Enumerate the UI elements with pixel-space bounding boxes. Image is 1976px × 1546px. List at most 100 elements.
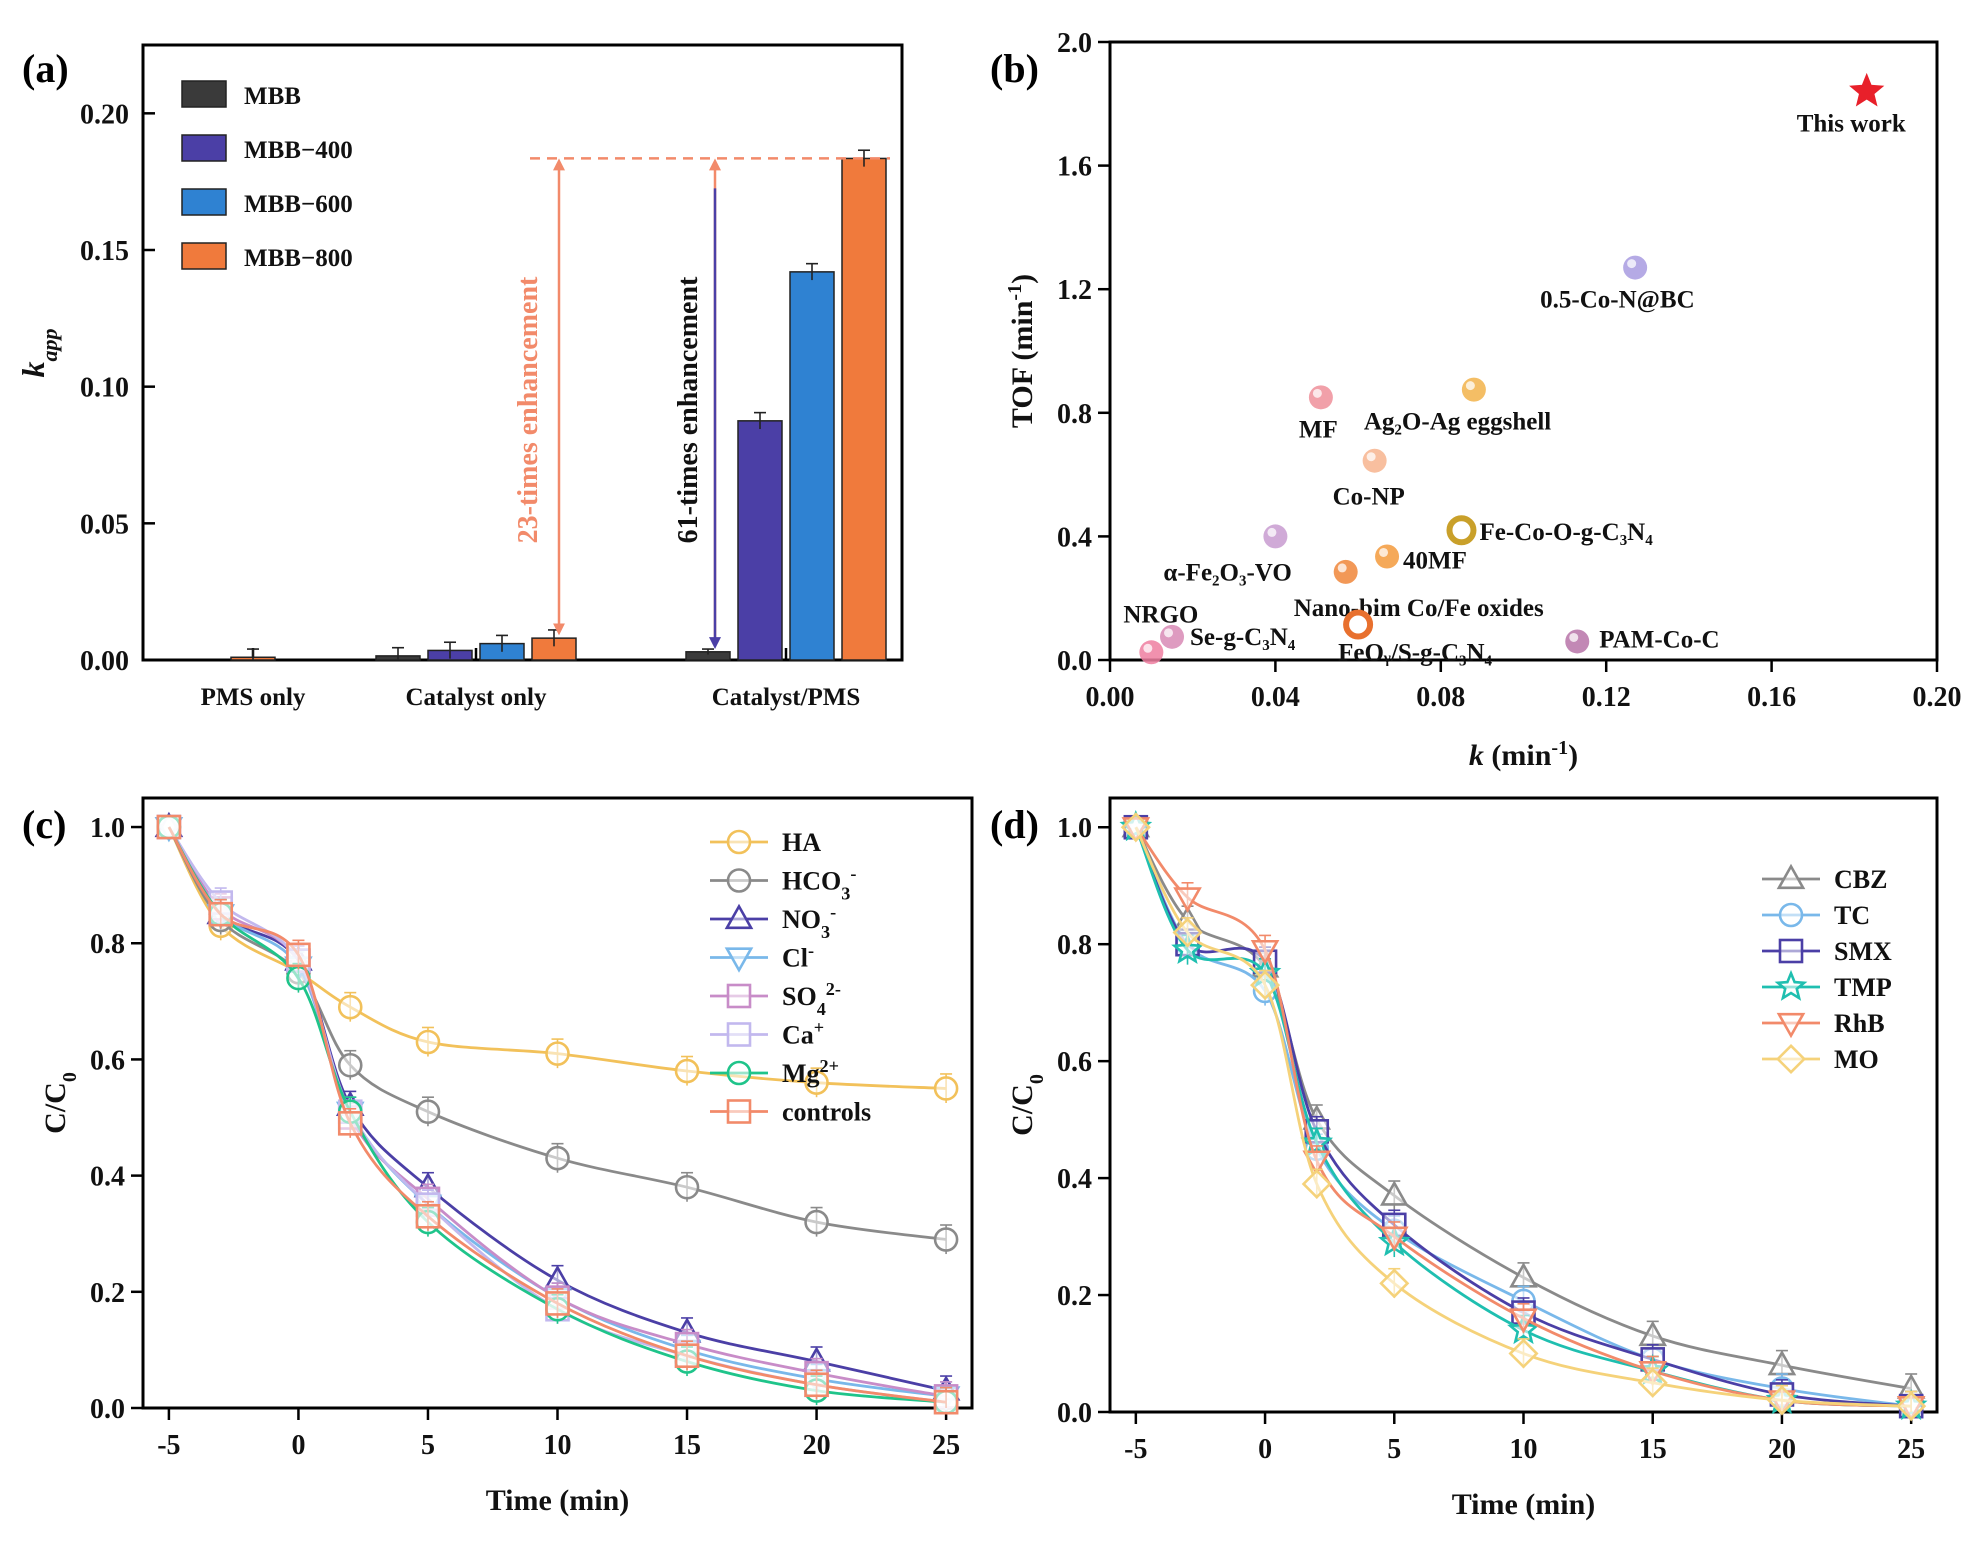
legend-label: TC <box>1834 901 1870 930</box>
data-point <box>1896 1391 1927 1422</box>
legend-label: TMP <box>1834 973 1892 1002</box>
legend-swatch <box>181 134 227 162</box>
bar <box>789 271 835 661</box>
y-tick-label: 0.4 <box>90 1162 125 1193</box>
y-tick-label: 0.8 <box>1057 399 1092 430</box>
x-axis-label: Time (min) <box>486 1484 630 1517</box>
x-tick-label: 5 <box>421 1430 435 1461</box>
scatter-point-highlight <box>1337 563 1347 573</box>
data-point <box>1379 1180 1409 1206</box>
annotation-23-times: 23-times enhancement <box>513 276 544 543</box>
data-point <box>1637 1367 1668 1398</box>
panel-letter-b: (b) <box>990 46 1039 91</box>
data-point <box>1509 1262 1538 1288</box>
point-label: 40MF <box>1403 547 1467 574</box>
y-tick-label: 0.6 <box>1057 1047 1092 1078</box>
scatter-point <box>1375 544 1400 569</box>
panel-b-plot-frame <box>1108 40 1939 662</box>
y-tick-label: 1.0 <box>90 813 125 844</box>
data-point <box>1508 1338 1539 1369</box>
x-tick-label: 25 <box>932 1430 960 1461</box>
annotation-61-times: 61-times enhancement <box>673 276 704 543</box>
y-axis-label: kapp <box>15 329 62 378</box>
x-tick-label: 0.20 <box>1913 682 1962 713</box>
scatter-point <box>1333 559 1358 584</box>
point-label: Co-NP <box>1333 484 1405 511</box>
scatter-point <box>1160 624 1185 649</box>
scatter-point-highlight <box>1267 527 1277 537</box>
x-tick-label: 0 <box>291 1430 305 1461</box>
x-axis-label: k (min-1) <box>1469 737 1578 772</box>
data-point <box>674 1174 700 1200</box>
y-tick-label: 0.15 <box>80 236 129 267</box>
scatter-point <box>1362 448 1387 473</box>
data-point <box>1250 939 1280 966</box>
panel-letter-c: (c) <box>22 802 66 847</box>
x-tick-label: 25 <box>1897 1434 1925 1465</box>
legend-marker <box>724 947 754 973</box>
scatter-point <box>1446 515 1477 546</box>
data-point <box>1509 1308 1538 1334</box>
legend-label: SO42- <box>782 979 841 1019</box>
legend-marker <box>726 868 752 893</box>
point-label: Se-g-C₃N₄ <box>1190 624 1296 651</box>
y-axis-label: C/C0 <box>39 1072 81 1134</box>
data-point <box>1171 932 1204 965</box>
scatter-point-highlight <box>1312 388 1322 398</box>
legend-marker <box>1775 1043 1807 1075</box>
data-point <box>1301 1168 1332 1199</box>
scatter-point-highlight <box>1465 381 1475 391</box>
y-axis-label: C/C0 <box>1006 1074 1048 1136</box>
data-point <box>1250 970 1281 1001</box>
data-point <box>286 942 311 968</box>
x-tick-label: -5 <box>157 1430 180 1461</box>
data-point <box>1302 1150 1332 1176</box>
y-tick-label: 0.8 <box>90 929 125 960</box>
legend-label: MBB <box>244 83 301 110</box>
legend-marker <box>1778 938 1804 964</box>
y-tick-label: 0.20 <box>80 99 129 130</box>
y-tick-label: 1.2 <box>1057 275 1092 306</box>
data-point <box>1766 1385 1797 1416</box>
x-tick-label: 20 <box>803 1430 831 1461</box>
legend-marker <box>724 903 754 930</box>
legend-label: RhB <box>1834 1009 1885 1038</box>
panel-letter-a: (a) <box>22 46 69 91</box>
legend-label: controls <box>782 1098 871 1127</box>
data-point <box>933 1076 959 1101</box>
legend-label: CBZ <box>1834 865 1887 894</box>
point-label: Fe-Co-O-g-C₃N₄ <box>1479 519 1653 546</box>
legend-marker <box>1776 1012 1806 1039</box>
scatter-point-highlight <box>1379 547 1389 557</box>
legend-label: MBB−600 <box>244 191 353 218</box>
y-tick-label: 0.0 <box>1057 646 1092 677</box>
legend-marker <box>726 1022 752 1047</box>
data-point <box>415 1099 441 1125</box>
legend-marker <box>726 983 752 1009</box>
legend-swatch <box>181 242 227 270</box>
y-tick-label: 0.8 <box>1057 930 1092 961</box>
panel-b-scatter-chart: 0.00 0.04 0.08 0.12 0.16 0.20 0.0 0.4 0.8 1.2 1.6 2… <box>1004 28 1962 772</box>
panel-a-bar-chart: 0.00 0.05 0.10 0.15 0.20 kapp PMS only Catalyst… <box>15 43 904 711</box>
legend-label: MBB−800 <box>244 245 353 272</box>
legend-label: Ca+ <box>782 1018 824 1050</box>
scatter-point <box>1461 377 1486 402</box>
data-point <box>1173 887 1202 913</box>
legend-swatch <box>181 80 227 108</box>
point-label: PAM-Co-C <box>1599 626 1719 653</box>
y-tick-label: 0.2 <box>1057 1281 1092 1312</box>
x-tick-label: 15 <box>673 1430 701 1461</box>
data-point <box>415 1029 441 1055</box>
x-tick-label: 0.00 <box>1086 682 1135 713</box>
data-point <box>1379 1268 1410 1299</box>
legend-label: Mg2+ <box>782 1056 839 1088</box>
point-label: Nano-bim Co/Fe oxides <box>1294 595 1544 622</box>
y-axis-label: TOF (min-1) <box>1004 274 1039 428</box>
data-point <box>337 994 363 1020</box>
series-line <box>167 826 947 1090</box>
scatter-point-highlight <box>1143 643 1153 653</box>
point-label: Ag₂O-Ag eggshell <box>1364 409 1551 436</box>
scatter-point <box>1139 640 1164 665</box>
data-point <box>933 1227 959 1252</box>
scatter-point-highlight <box>1366 452 1376 462</box>
